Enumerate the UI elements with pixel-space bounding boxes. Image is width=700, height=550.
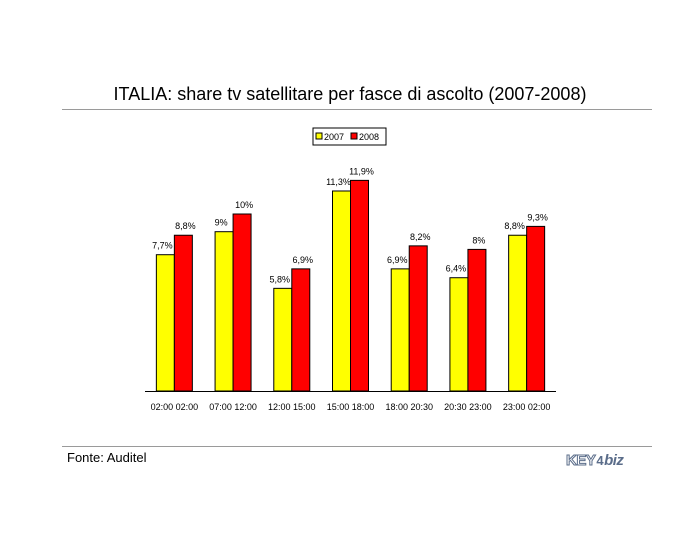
data-label-2007-2: 5,8% — [270, 274, 291, 284]
x-tick-label-4: 18:00 20:30 — [385, 402, 433, 412]
top-divider — [62, 109, 652, 110]
bar-2007-3 — [332, 190, 351, 392]
bottom-divider — [62, 446, 652, 447]
data-label-2007-6: 8,8% — [504, 221, 525, 231]
data-label-2008-0: 8,8% — [175, 221, 196, 231]
x-tick-label-6: 23:00 02:00 — [503, 402, 551, 412]
x-tick-labels: 02:00 02:00 07:00 12:00 12:00 15:00 15:00 1… — [151, 402, 551, 412]
data-label-2007-3: 11,3% — [326, 177, 351, 187]
x-tick-label-1: 07:00 12:00 — [209, 402, 257, 412]
legend-label-2008: 2008 — [359, 132, 379, 142]
legend-swatch-2007 — [315, 132, 323, 140]
data-label-2008-4: 8,2% — [410, 232, 431, 242]
data-label-2007-0: 7,7% — [152, 241, 173, 251]
legend-box — [312, 127, 387, 146]
bar-chart: 2007 2008 7,7%8,8% 9%10%5,8%6,9%11,3%11,9%… — [145, 127, 556, 412]
legend-label-2007: 2007 — [324, 132, 344, 142]
x-tick-label-5: 20:30 23:00 — [444, 402, 492, 412]
bar-2008-2 — [291, 268, 311, 392]
data-label-2008-3: 11,9% — [349, 166, 374, 176]
logo-mark: 4 — [596, 453, 604, 468]
data-label-2007-1: 9% — [215, 218, 228, 228]
bar-2007-2 — [273, 287, 293, 392]
key4biz-logo: KEY 4 biz — [565, 452, 624, 472]
x-tick-label-2: 12:00 15:00 — [268, 402, 316, 412]
bar-2008-1 — [232, 213, 252, 392]
bar-2008-5 — [467, 248, 487, 392]
data-label-2007-5: 6,4% — [446, 264, 467, 274]
data-label-2008-1: 10% — [235, 200, 253, 210]
bar-2008-3 — [350, 179, 369, 392]
bar-2008-0 — [173, 234, 193, 392]
bar-2007-4 — [390, 268, 410, 392]
data-label-2008-5: 8% — [472, 235, 485, 245]
logo-biz: biz — [604, 452, 624, 469]
data-label-2008-6: 9,3% — [527, 212, 548, 222]
x-tick-label-0: 02:00 02:00 — [151, 402, 199, 412]
legend: 2007 2008 — [312, 127, 387, 146]
chart-title: ITALIA: share tv satellitare per fasce d… — [113, 84, 587, 104]
bars-layer: 7,7%8,8% 9%10%5,8%6,9%11,3%11,9%6,9%8,2%6… — [152, 166, 548, 392]
bar-2007-5 — [449, 277, 469, 392]
x-tick-label-3: 15:00 18:00 — [327, 402, 375, 412]
bar-2007-0 — [155, 254, 175, 392]
legend-swatch-2008 — [350, 132, 358, 140]
bar-2008-4 — [408, 245, 428, 392]
data-label-2008-2: 6,9% — [293, 255, 314, 265]
bar-2008-6 — [526, 225, 546, 392]
bar-2007-6 — [508, 234, 528, 392]
data-label-2007-4: 6,9% — [387, 255, 408, 265]
logo-key: KEY — [565, 452, 596, 470]
source-note: Fonte: Auditel — [67, 450, 147, 465]
bar-2007-1 — [214, 231, 234, 392]
